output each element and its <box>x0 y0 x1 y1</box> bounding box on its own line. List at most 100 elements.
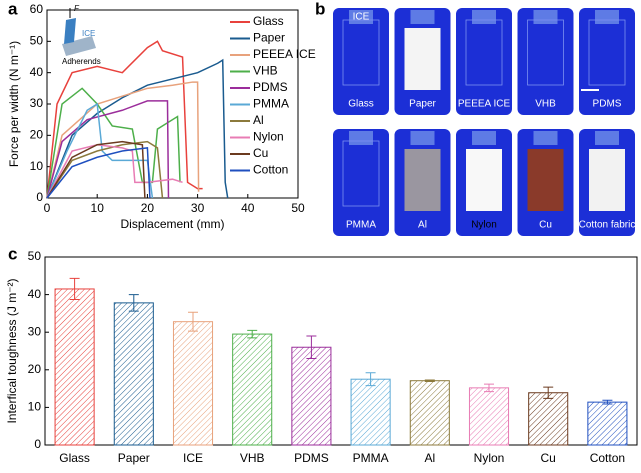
x-tick-label: 50 <box>291 201 305 215</box>
y-tick-label: 0 <box>36 190 43 204</box>
panel-label: a <box>8 0 18 18</box>
legend-label: PEEEA ICE <box>253 47 316 61</box>
error-bar <box>128 294 139 312</box>
x-tick-label: Nylon <box>474 451 505 465</box>
tile-label: Cotton fabric <box>579 220 636 231</box>
series-line <box>46 87 181 199</box>
tile-label: Paper <box>409 99 436 110</box>
inset: F ICE Adherends <box>62 4 101 66</box>
bar <box>528 392 569 446</box>
y-axis-label: Interfical toughness (J m⁻²) <box>5 278 19 423</box>
tape <box>410 131 435 145</box>
series-line <box>46 58 229 199</box>
legend-label: Glass <box>253 14 284 28</box>
x-tick-label: Paper <box>118 451 150 465</box>
inset-adherend <box>62 36 96 56</box>
legend-label: VHB <box>253 64 278 78</box>
y-tick-label: 10 <box>28 400 42 414</box>
x-tick-label: 30 <box>191 201 205 215</box>
series-line <box>46 147 151 199</box>
y-tick-label: 50 <box>28 249 42 263</box>
legend-label: PDMS <box>253 80 288 94</box>
y-tick-label: 10 <box>30 159 44 173</box>
tile-label: PDMS <box>593 99 622 110</box>
legend-label: Al <box>253 113 264 127</box>
tape <box>349 10 373 24</box>
series-line <box>46 140 164 199</box>
tile-label: Nylon <box>471 220 497 231</box>
error-bar <box>424 379 435 382</box>
tape <box>533 10 558 24</box>
x-tick-label: Cu <box>541 451 556 465</box>
sample <box>588 19 626 86</box>
photo-tile <box>456 8 512 115</box>
tile-label: Glass <box>348 99 374 110</box>
sample <box>589 149 625 211</box>
sample <box>465 19 503 86</box>
legend-label: PMMA <box>253 97 289 111</box>
error-bar <box>306 335 317 360</box>
sample <box>527 19 564 86</box>
sample <box>404 149 441 211</box>
x-tick-label: Cotton <box>590 451 625 465</box>
bar <box>172 321 214 446</box>
error-bar <box>543 386 554 399</box>
error-bar <box>484 383 494 393</box>
bar <box>468 387 510 446</box>
y-axis-label: Force per width (N m⁻¹) <box>7 41 21 167</box>
photo-tile <box>333 8 389 115</box>
tile-label: PEEEA ICE <box>458 99 511 110</box>
series-line <box>46 40 203 199</box>
bar <box>113 302 154 446</box>
x-tick-label: Glass <box>59 451 90 465</box>
tape <box>595 131 619 145</box>
tile-top-label: ICE <box>353 12 370 23</box>
tile-label: Cu <box>539 220 552 231</box>
y-tick-label: 60 <box>30 2 44 16</box>
photo-panel: Glass Paper PEEEA ICE VHB PDMS PMMA Al Nylon Cu C… <box>333 8 635 236</box>
legend-label: Cu <box>253 146 268 160</box>
y-tick-label: 20 <box>30 128 44 142</box>
inset-ice <box>64 18 76 44</box>
x-tick-label: VHB <box>240 451 265 465</box>
bar <box>232 333 273 446</box>
series-line <box>46 143 183 199</box>
panel-label: c <box>8 244 17 263</box>
x-tick-label: PDMS <box>294 451 329 465</box>
error-bar <box>247 329 258 339</box>
tile-label: VHB <box>535 99 556 110</box>
y-tick-label: 20 <box>28 362 42 376</box>
x-axis-label: Displacement (mm) <box>120 217 224 231</box>
x-tick-label: 20 <box>141 201 155 215</box>
tape <box>349 131 373 145</box>
series-line <box>46 81 200 199</box>
sample <box>342 19 380 86</box>
x-tick-label: Al <box>424 451 435 465</box>
tape <box>472 10 496 24</box>
photo-tile <box>517 8 574 115</box>
y-tick-label: 30 <box>28 324 42 338</box>
legend-label: Paper <box>253 31 285 45</box>
x-tick-label: 0 <box>44 201 51 215</box>
tape <box>410 10 435 24</box>
tape <box>595 10 619 24</box>
photo-tile <box>333 129 389 236</box>
bar <box>291 346 332 446</box>
plot-frame <box>46 9 299 199</box>
tile-label: Al <box>418 220 427 231</box>
tile-label: PMMA <box>346 220 376 231</box>
series-line <box>46 140 146 199</box>
inset-label: ICE <box>82 29 95 38</box>
y-tick-label: 50 <box>30 34 44 48</box>
tape <box>472 131 496 145</box>
series-line <box>46 100 170 199</box>
series-line <box>46 102 154 199</box>
x-tick-label: 10 <box>91 201 105 215</box>
legend-label: Cotton <box>253 163 288 177</box>
error-bar <box>365 372 376 387</box>
inset-label: F <box>74 4 80 13</box>
sample <box>404 28 441 90</box>
bar <box>350 378 391 446</box>
x-tick-label: 40 <box>241 201 255 215</box>
y-tick-label: 40 <box>30 65 44 79</box>
